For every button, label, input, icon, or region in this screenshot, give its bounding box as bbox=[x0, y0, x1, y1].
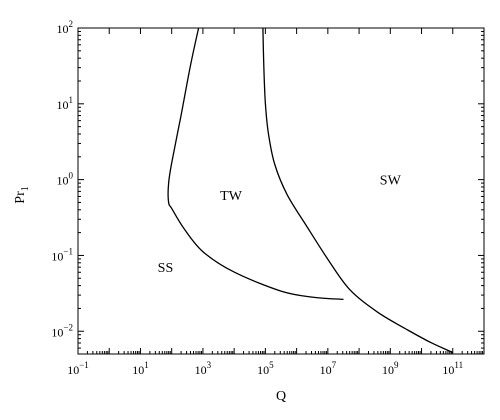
y-tick-label: 10−1 bbox=[51, 246, 73, 263]
x-tick-label: 109 bbox=[382, 360, 399, 377]
y-axis-title-main: Pr bbox=[13, 191, 28, 204]
axis-ticks bbox=[77, 27, 485, 354]
region-labels: SS TW SW bbox=[158, 174, 402, 276]
y-tick-label: 102 bbox=[57, 19, 74, 36]
region-label-ss: SS bbox=[158, 261, 174, 276]
x-tick-label: 107 bbox=[320, 360, 337, 377]
x-axis-title: Q bbox=[276, 389, 286, 404]
y-axis-title: Pr1 bbox=[13, 186, 31, 203]
y-tick-label: 100 bbox=[57, 171, 74, 188]
curves bbox=[167, 27, 454, 354]
boundary-curve-2 bbox=[262, 27, 454, 354]
svg-text:Pr1: Pr1 bbox=[13, 186, 31, 203]
y-axis-title-subscript: 1 bbox=[20, 186, 31, 191]
x-tick-label: 101 bbox=[132, 360, 149, 377]
x-tick-label: 1011 bbox=[442, 360, 463, 377]
x-tick-labels: 10−1 101 103 105 107 109 1011 bbox=[67, 360, 463, 377]
region-label-tw: TW bbox=[220, 189, 243, 204]
y-tick-label: 101 bbox=[57, 95, 74, 112]
x-tick-label: 103 bbox=[195, 360, 212, 377]
boundary-curve-1 bbox=[167, 27, 344, 301]
x-tick-label: 10−1 bbox=[67, 360, 89, 377]
plot-frame bbox=[77, 27, 485, 355]
y-tick-label: 10−2 bbox=[51, 322, 73, 339]
y-tick-labels: 10−2 10−1 100 101 102 bbox=[51, 19, 73, 339]
region-label-sw: SW bbox=[380, 174, 402, 189]
x-tick-label: 105 bbox=[257, 360, 274, 377]
